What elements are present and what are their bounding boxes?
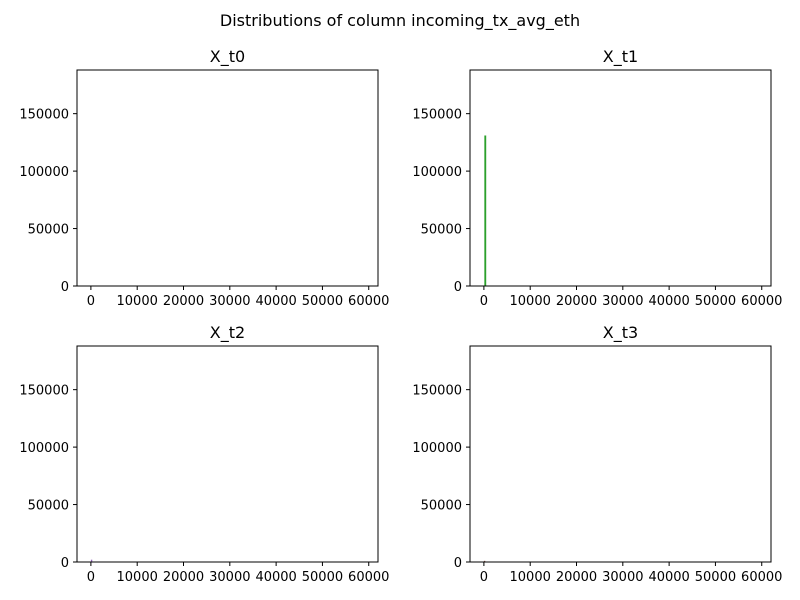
axes-frame: [469, 345, 772, 563]
y-tick-label: 150000: [19, 108, 69, 123]
axes-frame: [469, 69, 772, 287]
x-tick-label: 60000: [348, 294, 389, 309]
panel-title: X_t1: [603, 47, 638, 67]
x-tick-label: 40000: [255, 570, 296, 585]
x-tick-label: 60000: [348, 570, 389, 585]
y-tick-label: 100000: [19, 165, 69, 180]
x-tick-label: 30000: [209, 570, 250, 585]
x-tick-label: 40000: [255, 294, 296, 309]
y-tick-label: 150000: [412, 108, 462, 123]
x-tick-label: 60000: [741, 570, 782, 585]
x-tick-label: 30000: [602, 294, 643, 309]
x-tick-label: 0: [480, 294, 488, 309]
y-tick-label: 0: [61, 280, 69, 295]
x-tick-label: 20000: [556, 294, 597, 309]
axes-frame: [76, 69, 379, 287]
x-tick-label: 10000: [510, 294, 551, 309]
x-tick-label: 0: [480, 570, 488, 585]
y-tick-label: 100000: [412, 165, 462, 180]
x-tick-label: 20000: [163, 294, 204, 309]
histogram-bar: [90, 559, 93, 562]
panel-title: X_t2: [210, 323, 245, 343]
x-tick-label: 0: [87, 570, 95, 585]
histogram-bar: [483, 560, 486, 562]
panel-title: X_t3: [603, 323, 638, 343]
x-tick-label: 30000: [602, 570, 643, 585]
x-tick-label: 10000: [510, 570, 551, 585]
y-tick-label: 150000: [412, 384, 462, 399]
panel-1: X_t1 0 10000 20000 30000 40000 50000 60000 0 5000…: [412, 47, 782, 309]
x-tick-label: 0: [87, 294, 95, 309]
panel-0: X_t0 0 10000 20000 30000 40000 50000 60000 0 5000…: [19, 47, 389, 309]
y-tick-label: 50000: [28, 499, 69, 514]
y-tick-label: 150000: [19, 384, 69, 399]
histogram-bar: [484, 135, 487, 286]
y-tick-label: 0: [454, 556, 462, 571]
y-tick-label: 50000: [421, 223, 462, 238]
panel-title: X_t0: [210, 47, 245, 67]
x-tick-label: 10000: [117, 294, 158, 309]
x-tick-label: 60000: [741, 294, 782, 309]
figure-suptitle: Distributions of column incoming_tx_avg_…: [220, 11, 580, 31]
x-tick-label: 50000: [695, 570, 736, 585]
panel-2: X_t2 0 10000 20000 30000 40000 50000 60000 0 5000…: [19, 323, 389, 585]
y-tick-label: 50000: [421, 499, 462, 514]
y-tick-label: 50000: [28, 223, 69, 238]
x-tick-label: 50000: [302, 294, 343, 309]
panel-3: X_t3 0 10000 20000 30000 40000 50000 60000 0 5000…: [412, 323, 782, 585]
x-tick-label: 20000: [163, 570, 204, 585]
x-tick-label: 10000: [117, 570, 158, 585]
x-tick-label: 50000: [302, 570, 343, 585]
y-tick-label: 0: [454, 280, 462, 295]
y-tick-label: 0: [61, 556, 69, 571]
axes-frame: [76, 345, 379, 563]
panel-group: X_t0 0 10000 20000 30000 40000 50000 60000 0 5000…: [19, 47, 782, 585]
x-tick-label: 40000: [648, 570, 689, 585]
y-tick-label: 100000: [19, 441, 69, 456]
x-tick-label: 50000: [695, 294, 736, 309]
x-tick-label: 30000: [209, 294, 250, 309]
y-tick-label: 100000: [412, 441, 462, 456]
x-tick-label: 40000: [648, 294, 689, 309]
x-tick-label: 20000: [556, 570, 597, 585]
